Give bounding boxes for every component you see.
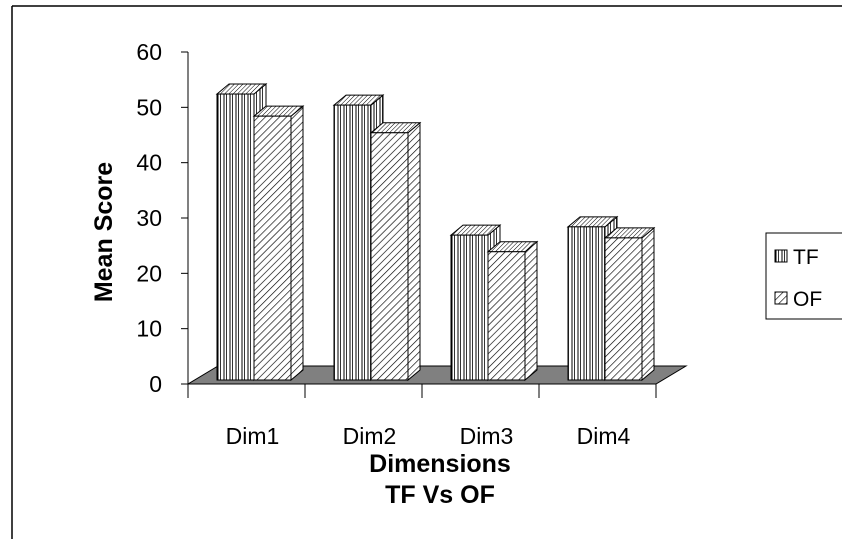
x-axis-subtitle: TF Vs OF: [385, 481, 495, 509]
bar-front: [334, 105, 371, 380]
bar-front: [488, 252, 525, 380]
y-tick-label: 20: [136, 260, 162, 286]
y-axis-title: Mean Score: [90, 162, 118, 302]
bar-of-dim3: [488, 242, 537, 380]
x-tick-label-dim3: Dim3: [460, 423, 514, 449]
y-axis: 0 10 20 30 40 50 60: [136, 39, 188, 397]
legend-swatch-of: [775, 292, 787, 304]
legend-swatch-tf: [775, 250, 787, 262]
bar-front: [371, 133, 408, 380]
bar-front: [217, 94, 254, 380]
y-tick-label: 50: [136, 94, 162, 120]
bar-side: [642, 228, 654, 380]
legend: TF OF: [766, 233, 842, 319]
bar-front: [568, 227, 605, 380]
legend-label-of: OF: [793, 288, 822, 311]
y-tick-label: 60: [136, 39, 162, 65]
y-tick-label: 10: [136, 316, 162, 342]
bar-side: [291, 106, 303, 380]
bar-side: [408, 123, 420, 380]
bar-side: [525, 242, 537, 380]
x-tick-label-dim4: Dim4: [577, 423, 631, 449]
x-axis: Dim1 Dim2 Dim3 Dim4: [188, 384, 656, 449]
bar-front: [254, 116, 291, 380]
bar-of-dim1: [254, 106, 303, 380]
legend-label-tf: TF: [793, 246, 819, 269]
y-tick-label: 30: [136, 205, 162, 231]
bar-front: [605, 238, 642, 380]
x-axis-title: Dimensions: [369, 450, 511, 478]
bar-front: [451, 235, 488, 380]
bar-of-dim2: [371, 123, 420, 380]
bar-of-dim4: [605, 228, 654, 380]
x-tick-label-dim1: Dim1: [226, 423, 280, 449]
bars: [217, 84, 654, 380]
y-tick-label: 40: [136, 150, 162, 176]
y-tick-label: 0: [149, 371, 162, 397]
x-tick-label-dim2: Dim2: [343, 423, 397, 449]
